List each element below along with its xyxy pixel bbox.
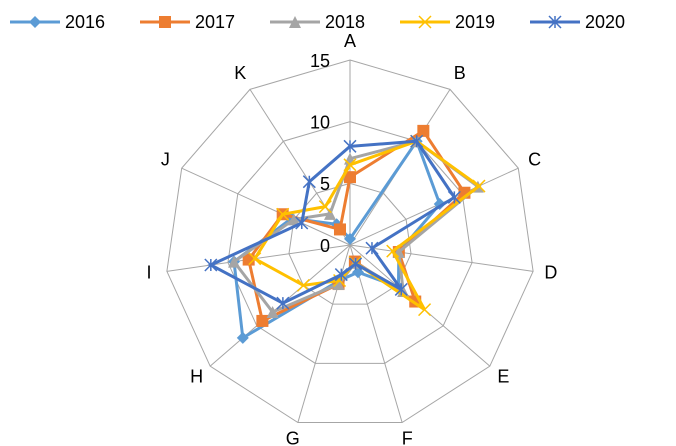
category-label: G xyxy=(286,429,300,446)
r-tick-label: 15 xyxy=(310,51,330,71)
spoke xyxy=(349,167,519,246)
spoke xyxy=(349,244,534,272)
r-tick-label: 10 xyxy=(310,112,330,132)
spoke xyxy=(181,167,351,246)
marker xyxy=(276,296,290,310)
legend-entry: 2017 xyxy=(140,12,235,32)
category-label: E xyxy=(497,367,509,387)
grid-ring xyxy=(227,121,473,364)
grid-ring xyxy=(288,182,412,305)
series-line xyxy=(207,139,457,305)
marker xyxy=(296,278,310,292)
marker xyxy=(418,303,432,317)
category-label: B xyxy=(454,63,466,83)
marker xyxy=(228,255,241,268)
category-label: I xyxy=(147,263,152,283)
marker xyxy=(323,207,336,220)
marker xyxy=(29,16,41,28)
category-label: D xyxy=(544,263,557,283)
marker xyxy=(256,314,269,327)
legend-label: 2020 xyxy=(585,12,625,32)
category-label: H xyxy=(190,367,203,387)
marker xyxy=(295,216,309,230)
category-label: C xyxy=(528,149,541,169)
marker xyxy=(343,158,357,172)
spoke xyxy=(297,244,351,423)
marker xyxy=(548,15,562,29)
marker xyxy=(344,232,356,245)
marker xyxy=(333,223,346,236)
legend-label: 2019 xyxy=(455,12,495,32)
series-line xyxy=(231,139,481,314)
marker xyxy=(447,190,461,204)
category-label: J xyxy=(161,149,170,169)
marker xyxy=(344,171,356,184)
legend-label: 2016 xyxy=(65,12,105,32)
marker xyxy=(386,244,400,258)
marker xyxy=(266,306,279,319)
marker xyxy=(394,282,408,296)
marker xyxy=(236,331,249,344)
marker xyxy=(289,16,301,28)
legend-entry: 2016 xyxy=(10,12,105,32)
category-label: F xyxy=(402,429,413,446)
marker xyxy=(418,15,432,29)
marker xyxy=(276,207,290,221)
legend-label: 2017 xyxy=(195,12,235,32)
marker xyxy=(302,175,316,189)
marker xyxy=(365,241,379,255)
legend-entry: 2019 xyxy=(400,12,495,32)
marker xyxy=(417,124,430,137)
marker xyxy=(410,134,424,148)
marker xyxy=(332,278,345,291)
marker xyxy=(248,252,262,266)
marker xyxy=(334,268,348,282)
marker xyxy=(343,139,357,153)
marker xyxy=(204,258,218,272)
category-label: A xyxy=(344,31,356,51)
legend-entry: 2018 xyxy=(270,12,365,32)
r-tick-label: 5 xyxy=(320,174,330,194)
marker xyxy=(318,200,332,214)
category-label: K xyxy=(234,63,246,83)
grid-ring xyxy=(166,59,534,424)
legend-entry: 2020 xyxy=(530,12,625,32)
marker xyxy=(159,16,171,28)
r-tick-label: 0 xyxy=(320,236,330,256)
marker xyxy=(472,179,486,193)
legend-label: 2018 xyxy=(325,12,365,32)
marker xyxy=(349,257,363,271)
spoke xyxy=(166,244,351,272)
series xyxy=(204,134,461,310)
marker xyxy=(287,213,300,226)
